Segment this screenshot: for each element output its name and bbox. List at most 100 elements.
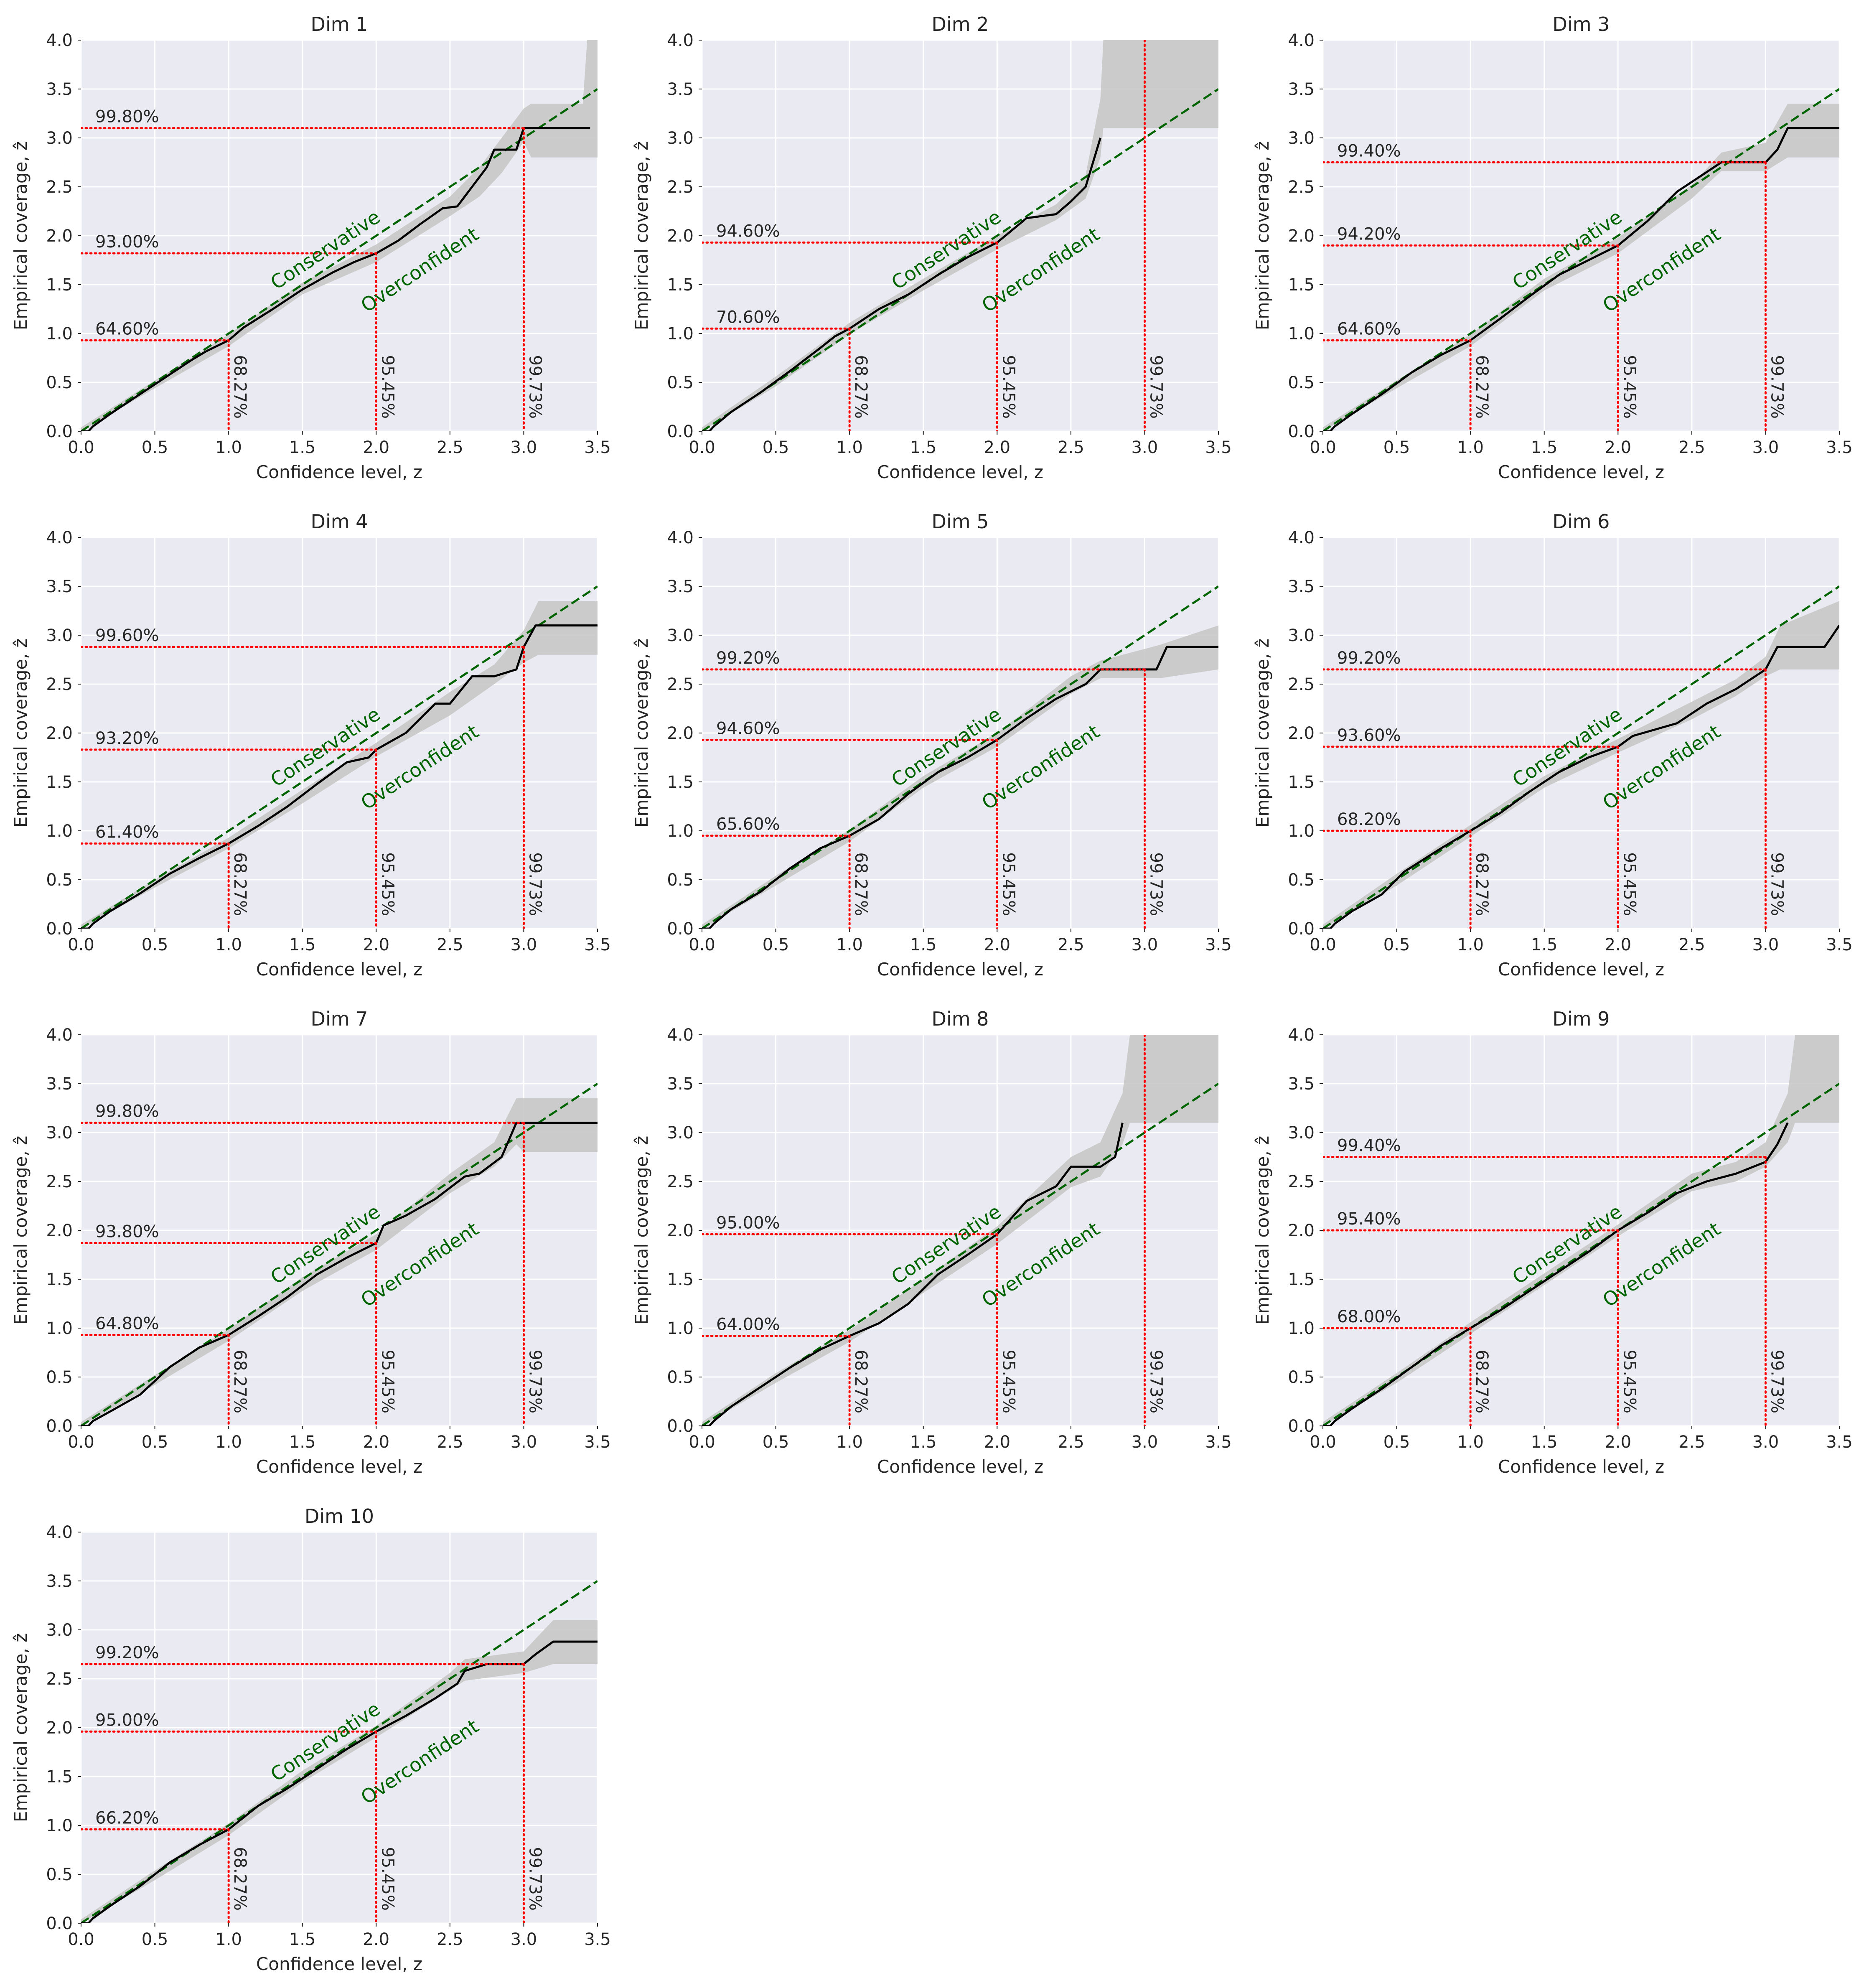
z-level-label: 95.45% bbox=[999, 852, 1018, 916]
plot-content bbox=[1323, 1035, 1839, 1426]
y-tick-label: 3.0 bbox=[1288, 129, 1315, 148]
y-tick-label: 4.0 bbox=[667, 31, 694, 50]
z-level-label: 68.27% bbox=[230, 355, 249, 419]
z-level-label: 99.73% bbox=[1146, 852, 1165, 916]
x-axis-label: Confidence level, z bbox=[1498, 462, 1664, 482]
x-tick-label: 1.5 bbox=[289, 935, 316, 955]
x-tick-label: 2.0 bbox=[984, 935, 1010, 955]
y-tick-label: 1.5 bbox=[46, 275, 73, 295]
x-axis-label: Confidence level, z bbox=[1498, 959, 1664, 980]
y-axis-label: Empirical coverage, ẑ bbox=[10, 1633, 31, 1822]
z-level-label: 99.73% bbox=[1767, 852, 1786, 916]
subplot-7: 64.80%68.27%93.80%95.45%99.80%99.73%Cons… bbox=[10, 1008, 611, 1477]
z-level-label: 95.45% bbox=[378, 1349, 397, 1413]
y-tick-label: 1.0 bbox=[46, 1319, 73, 1338]
x-tick-label: 0.0 bbox=[68, 438, 94, 457]
x-tick-label: 0.0 bbox=[689, 935, 715, 955]
y-tick-label: 0.5 bbox=[46, 1368, 73, 1387]
y-tick-label: 2.0 bbox=[46, 227, 73, 246]
x-tick-label: 3.0 bbox=[1132, 935, 1158, 955]
coverage-label: 94.60% bbox=[716, 221, 780, 241]
coverage-label: 99.20% bbox=[1337, 649, 1401, 668]
y-tick-label: 4.0 bbox=[667, 528, 694, 547]
x-axis-label: Confidence level, z bbox=[877, 959, 1043, 980]
y-tick-label: 2.0 bbox=[46, 1221, 73, 1240]
coverage-label: 70.60% bbox=[716, 308, 780, 327]
x-tick-label: 1.0 bbox=[836, 438, 863, 457]
subplot-title: Dim 6 bbox=[1553, 510, 1610, 533]
x-tick-label: 0.0 bbox=[68, 1930, 94, 1949]
ideal-calibration-line bbox=[81, 585, 598, 929]
coverage-label: 93.60% bbox=[1337, 726, 1401, 745]
z-level-label: 95.45% bbox=[999, 1349, 1018, 1413]
x-tick-label: 0.5 bbox=[1383, 1433, 1410, 1452]
plot-content bbox=[81, 1082, 598, 1426]
y-tick-label: 2.0 bbox=[1288, 724, 1315, 743]
x-tick-label: 3.0 bbox=[511, 1433, 537, 1452]
coverage-label: 65.60% bbox=[716, 815, 780, 834]
z-level-label: 68.27% bbox=[230, 1349, 249, 1413]
coverage-label: 99.20% bbox=[716, 649, 780, 668]
x-tick-label: 0.5 bbox=[142, 1930, 168, 1949]
y-tick-label: 0.0 bbox=[667, 1417, 694, 1436]
confidence-band bbox=[81, 601, 598, 929]
z-level-label: 99.73% bbox=[525, 1847, 544, 1911]
ideal-calibration-line bbox=[1323, 1082, 1839, 1426]
coverage-label: 64.60% bbox=[1337, 319, 1401, 339]
y-axis-label: Empirical coverage, ẑ bbox=[631, 1136, 652, 1325]
y-tick-label: 4.0 bbox=[1288, 31, 1315, 50]
empirical-coverage-curve bbox=[81, 127, 590, 431]
y-axis-label: Empirical coverage, ẑ bbox=[1252, 1136, 1273, 1325]
subplot-9: 68.00%68.27%95.40%95.45%99.40%99.73%Cons… bbox=[1252, 1008, 1853, 1477]
x-tick-label: 0.5 bbox=[763, 935, 789, 955]
x-tick-label: 3.0 bbox=[511, 438, 537, 457]
x-tick-label: 3.0 bbox=[1752, 1433, 1779, 1452]
y-tick-label: 2.5 bbox=[46, 178, 73, 197]
y-tick-label: 0.0 bbox=[667, 422, 694, 441]
z-level-label: 68.27% bbox=[1472, 1349, 1491, 1413]
x-tick-label: 2.5 bbox=[1058, 1433, 1084, 1452]
y-tick-label: 0.5 bbox=[1288, 1368, 1315, 1387]
coverage-label: 95.00% bbox=[716, 1213, 780, 1232]
y-tick-label: 3.5 bbox=[46, 577, 73, 596]
y-tick-label: 0.5 bbox=[667, 871, 694, 890]
x-tick-label: 0.5 bbox=[763, 1433, 789, 1452]
coverage-label: 61.40% bbox=[95, 822, 159, 842]
plot-content bbox=[702, 1035, 1218, 1426]
empirical-coverage-curve bbox=[702, 137, 1101, 431]
z-level-label: 99.73% bbox=[1146, 1349, 1165, 1413]
y-tick-label: 0.5 bbox=[1288, 373, 1315, 392]
x-axis-label: Confidence level, z bbox=[256, 462, 422, 482]
subplot-5: 65.60%68.27%94.60%95.45%99.20%99.73%Cons… bbox=[631, 510, 1232, 980]
y-tick-label: 1.0 bbox=[46, 822, 73, 841]
y-tick-label: 3.0 bbox=[1288, 1123, 1315, 1143]
x-tick-label: 0.5 bbox=[1383, 935, 1410, 955]
x-tick-label: 1.5 bbox=[910, 438, 937, 457]
y-tick-label: 2.0 bbox=[667, 227, 694, 246]
x-tick-label: 2.0 bbox=[1605, 935, 1631, 955]
x-tick-label: 3.0 bbox=[1752, 438, 1779, 457]
y-tick-label: 0.0 bbox=[46, 1417, 73, 1436]
y-tick-label: 2.0 bbox=[667, 1221, 694, 1240]
y-tick-label: 1.5 bbox=[46, 1270, 73, 1289]
y-tick-label: 2.5 bbox=[667, 1172, 694, 1191]
y-tick-label: 2.5 bbox=[1288, 178, 1315, 197]
y-tick-label: 0.0 bbox=[1288, 422, 1315, 441]
x-tick-label: 0.0 bbox=[1310, 1433, 1336, 1452]
x-tick-label: 3.0 bbox=[511, 1930, 537, 1949]
z-level-label: 99.73% bbox=[1767, 355, 1786, 419]
y-tick-label: 3.0 bbox=[46, 1123, 73, 1143]
x-tick-label: 3.5 bbox=[584, 1433, 611, 1452]
x-tick-label: 2.0 bbox=[984, 1433, 1010, 1452]
x-tick-label: 0.0 bbox=[689, 1433, 715, 1452]
subplot-title: Dim 9 bbox=[1553, 1008, 1610, 1030]
z-level-label: 95.45% bbox=[1620, 355, 1639, 419]
x-tick-label: 1.0 bbox=[1457, 438, 1484, 457]
y-axis-label: Empirical coverage, ẑ bbox=[10, 1136, 31, 1325]
z-level-label: 95.45% bbox=[378, 852, 397, 916]
coverage-label: 99.60% bbox=[95, 626, 159, 645]
x-tick-label: 3.5 bbox=[584, 438, 611, 457]
y-tick-label: 1.5 bbox=[1288, 275, 1315, 295]
y-tick-label: 4.0 bbox=[46, 31, 73, 50]
